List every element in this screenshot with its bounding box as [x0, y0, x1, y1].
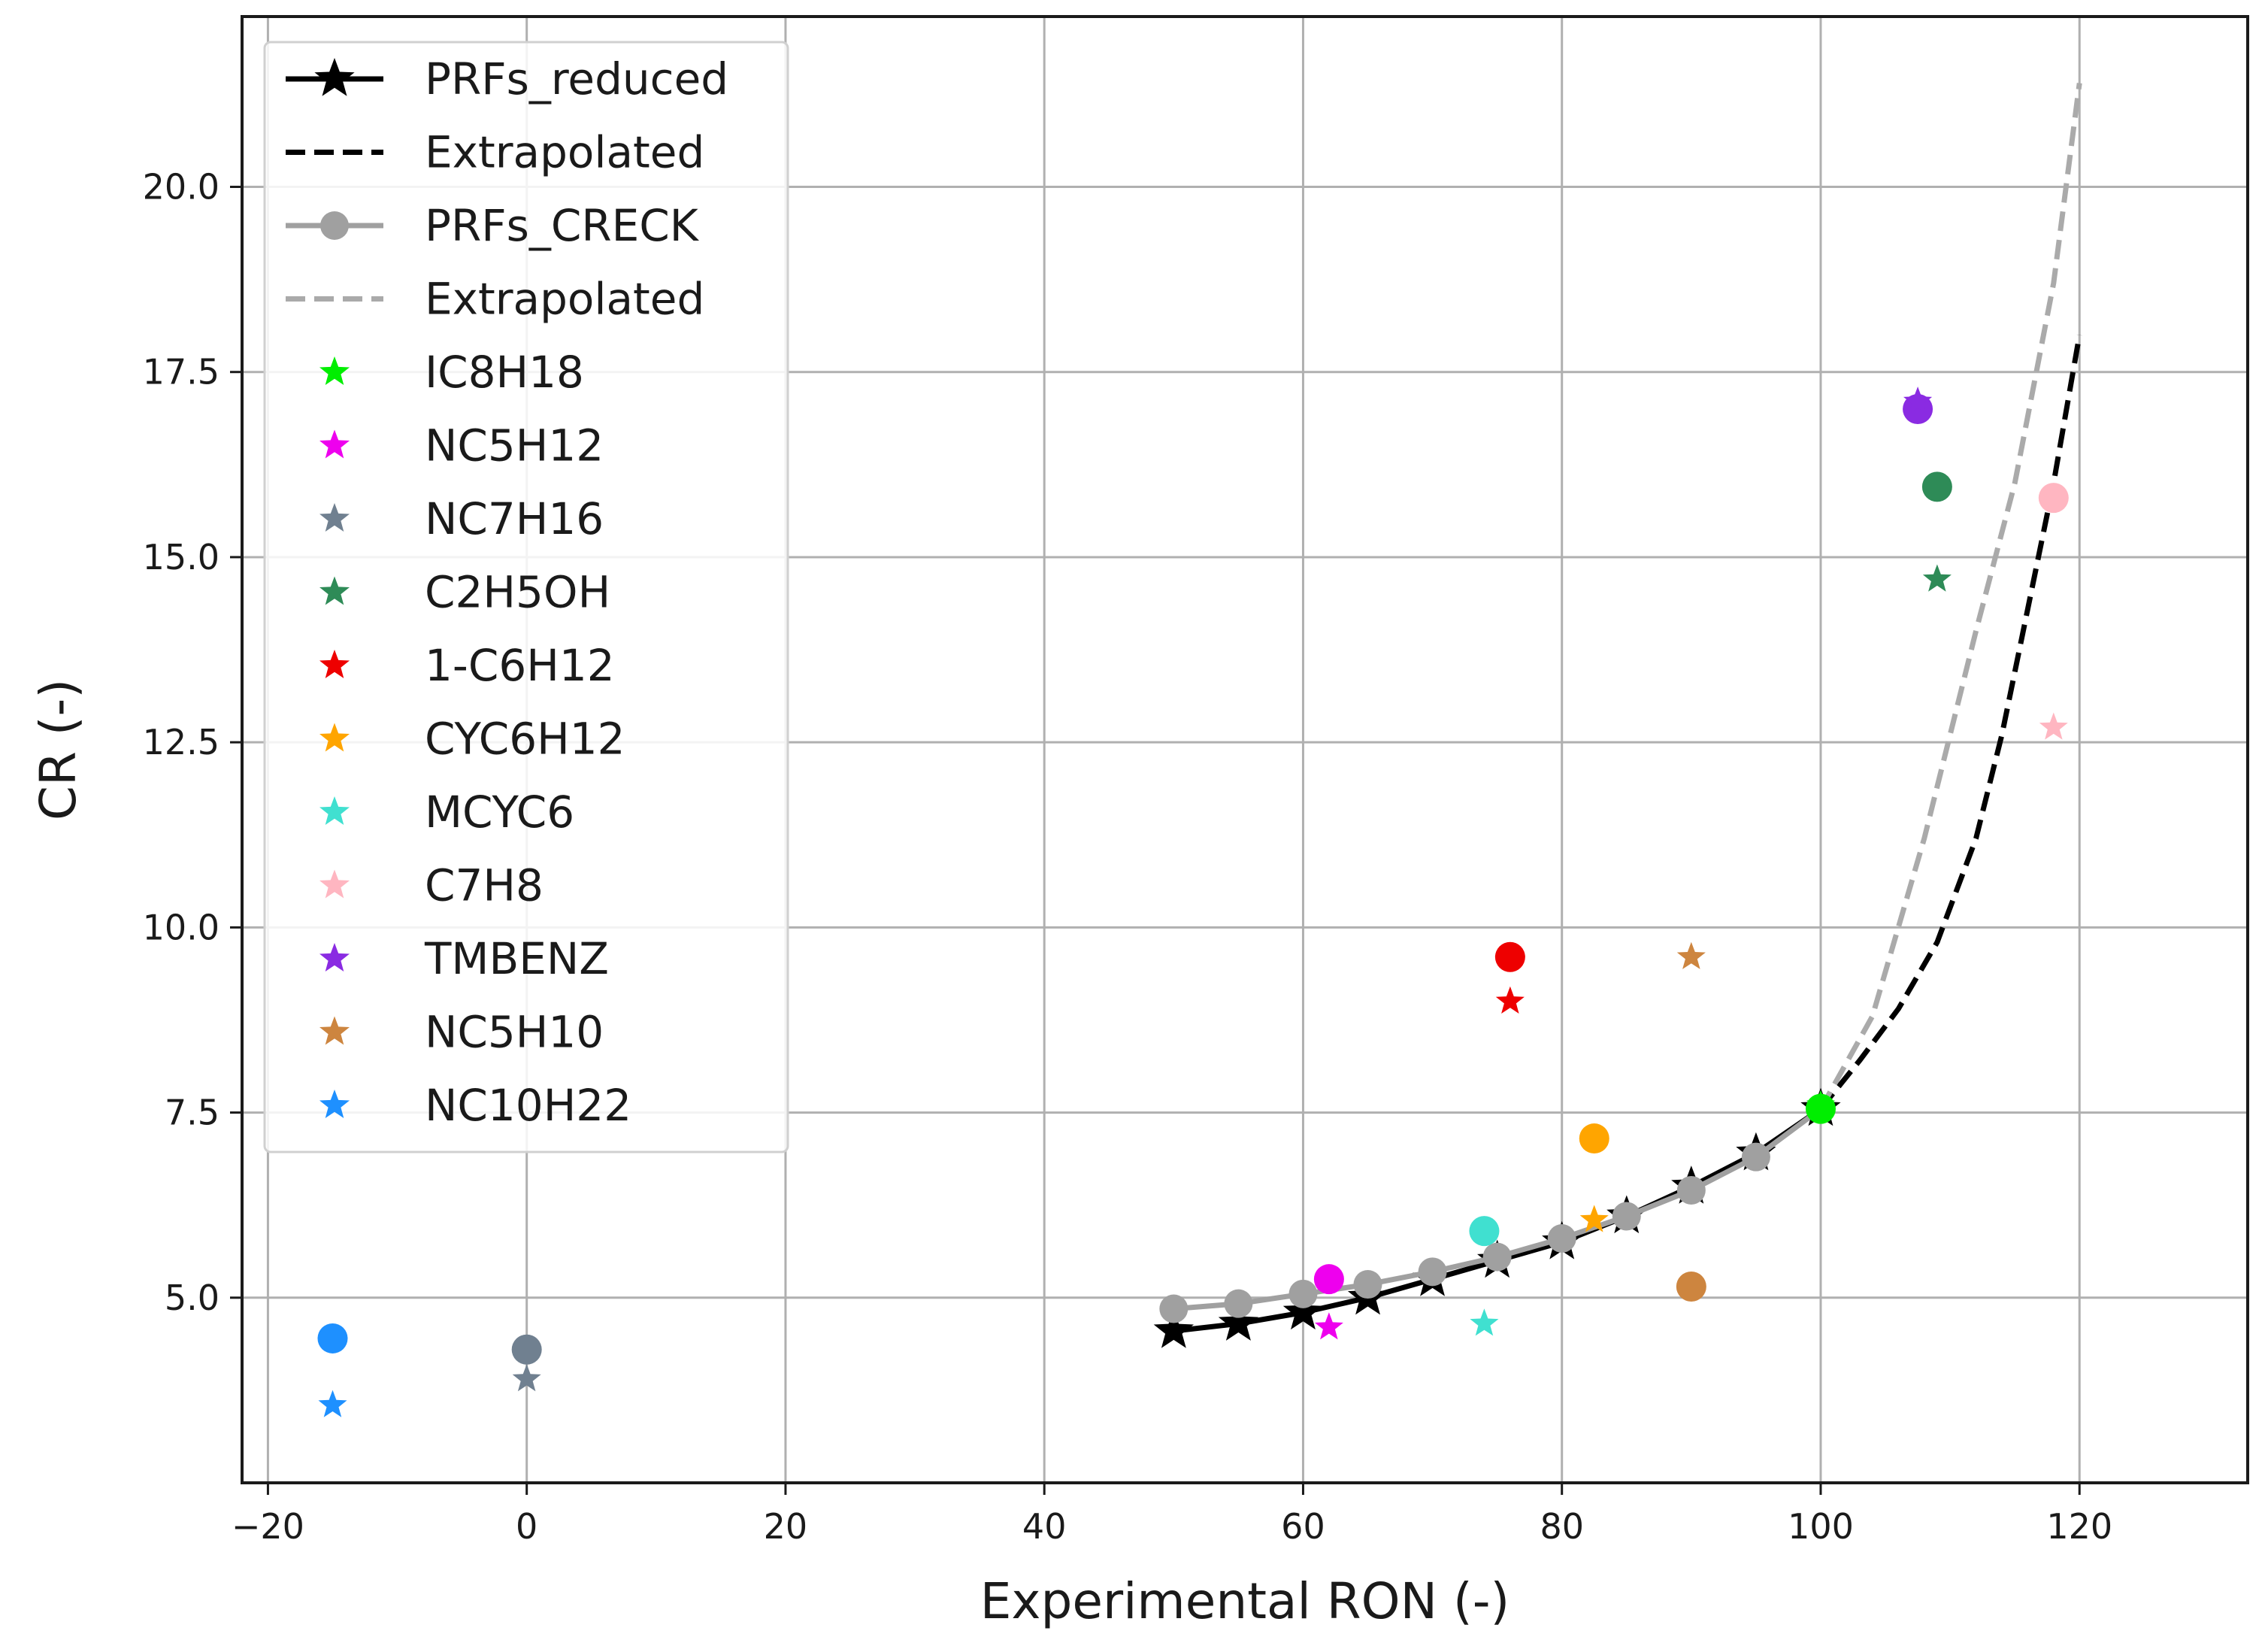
legend-label-11: C7H8	[425, 860, 544, 911]
fuel-circle-mcyc6	[1469, 1216, 1500, 1247]
fuel-star-nc5h10	[1676, 941, 1706, 969]
legend-label-12: TMBENZ	[424, 933, 609, 984]
fuel-star-mcyc6	[1470, 1308, 1499, 1336]
x-tick-label-4: 60	[1281, 1506, 1325, 1547]
y-tick-label-1: 7.5	[165, 1093, 220, 1133]
axes: −20 0 20 40 60 80 100 120 5.0 7.5 10.0 12.5 15.0 17.5…	[29, 15, 2249, 1630]
legend-handle-ic8h18	[319, 356, 350, 385]
y-axis-title: CR (-)	[29, 679, 87, 820]
prfs-reduced-point-0	[1153, 1310, 1194, 1348]
y-tick-label-3: 12.5	[143, 722, 220, 762]
legend: PRFs_reduced Extrapolated PRFs_CRECK Extrap…	[263, 41, 789, 1153]
legend-handle-c2h5oh	[319, 576, 350, 605]
legend-handle-star-0	[314, 58, 355, 96]
y-tick-label-6: 20.0	[143, 167, 220, 208]
legend-handle-tmbenz	[319, 943, 350, 972]
legend-handle-c7h8	[319, 869, 350, 899]
legend-handle-nc10h22	[319, 1090, 350, 1118]
x-tick-label-5: 80	[1540, 1506, 1584, 1547]
fuel-star-ic8h18	[1806, 1090, 1835, 1117]
legend-handle-cyc6h12	[319, 723, 350, 752]
fuel-circle-c2h5oh	[1921, 471, 1952, 502]
fuel-circle-1-c6h12	[1494, 941, 1525, 972]
legend-label-10: MCYC6	[425, 787, 574, 838]
legend-handle-nc5h12	[319, 429, 350, 459]
legend-box	[263, 41, 789, 1153]
x-tick-label-1: 0	[516, 1506, 537, 1547]
prfs-creck-point-6	[1547, 1224, 1576, 1253]
fuel-star-cyc6h12	[1579, 1205, 1609, 1232]
prfs-creck-point-5	[1482, 1242, 1512, 1272]
x-tick-label-7: 120	[2046, 1506, 2112, 1547]
series-line-1-extrapolated	[1818, 334, 2082, 1111]
prfs-reduced-point-1	[1218, 1302, 1258, 1341]
legend-handle-1-c6h12	[319, 650, 350, 678]
fuel-circle-nc5h10	[1676, 1272, 1706, 1302]
legend-handle-circle-2	[320, 211, 349, 240]
y-tick-label-4: 15.0	[143, 537, 220, 577]
y-tick-label-2: 10.0	[143, 907, 220, 947]
x-tick-label-3: 40	[1022, 1506, 1067, 1547]
prfs-creck-point-4	[1418, 1257, 1447, 1287]
series-line-3-extrapolated	[1818, 83, 2082, 1111]
fuel-star-tmbenz	[1903, 386, 1933, 414]
legend-handle-nc5h10	[319, 1016, 350, 1045]
legend-label-1: Extrapolated	[425, 127, 704, 178]
prfs-creck-point-7	[1612, 1202, 1641, 1231]
prfs-creck-point-0	[1159, 1294, 1189, 1323]
legend-label-6: NC7H16	[425, 493, 604, 544]
legend-label-4: IC8H18	[425, 347, 584, 398]
prfs-creck-point-3	[1353, 1270, 1382, 1299]
x-axis-title: Experimental RON (-)	[980, 1572, 1510, 1630]
fuel-circle-nc7h16	[511, 1334, 542, 1365]
prfs-reduced-point-2	[1282, 1291, 1324, 1330]
fuel-star-c7h8	[2039, 712, 2068, 740]
fuel-star-1-c6h12	[1495, 986, 1525, 1014]
y-tick-label-0: 5.0	[165, 1278, 220, 1318]
prfs-creck-point-2	[1288, 1279, 1318, 1308]
legend-label-13: NC5H10	[425, 1007, 604, 1058]
legend-label-0: PRFs_reduced	[425, 53, 728, 105]
fuel-star-nc7h16	[512, 1364, 541, 1392]
legend-label-9: CYC6H12	[425, 714, 625, 765]
legend-label-3: Extrapolated	[425, 274, 704, 325]
legend-handle-mcyc6	[319, 796, 350, 825]
fuel-circle-c7h8	[2038, 483, 2069, 514]
plot-frame	[241, 15, 2249, 1484]
series-line-2-prfs-creck	[1173, 1106, 1823, 1312]
legend-label-7: C2H5OH	[425, 567, 610, 618]
series-layer	[317, 83, 2082, 1417]
legend-label-2: PRFs_CRECK	[425, 200, 700, 251]
prfs-creck-point-1	[1224, 1289, 1253, 1318]
legend-label-5: NC5H12	[425, 420, 604, 471]
x-tick-label-0: −20	[232, 1506, 304, 1547]
fuel-circle-nc5h12	[1313, 1264, 1344, 1295]
legend-label-8: 1-C6H12	[425, 640, 615, 691]
fuel-circle-cyc6h12	[1579, 1123, 1609, 1154]
prfs-creck-point-9	[1741, 1142, 1770, 1172]
fuel-circle-nc10h22	[317, 1323, 348, 1353]
y-tick-label-5: 17.5	[143, 352, 220, 393]
legend-handle-nc7h16	[319, 503, 350, 532]
fuel-star-nc10h22	[318, 1390, 347, 1417]
prfs-creck-point-8	[1676, 1175, 1706, 1205]
legend-label-14: NC10H22	[425, 1080, 631, 1131]
fuel-star-c2h5oh	[1922, 564, 1952, 592]
x-tick-label-6: 100	[1788, 1506, 1854, 1547]
x-tick-label-2: 20	[764, 1506, 808, 1547]
fuel-star-nc5h12	[1314, 1312, 1343, 1340]
